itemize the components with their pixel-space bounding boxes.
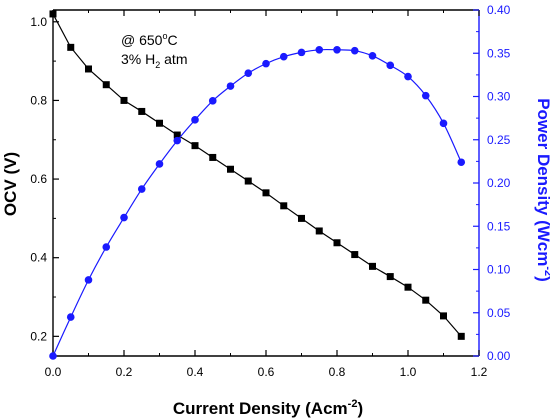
power-density-data-point [350, 46, 359, 55]
ocv-data-point [386, 273, 394, 281]
y-left-tick-label: 0.6 [30, 172, 47, 186]
y-left-tick-label: 1.0 [30, 15, 47, 29]
y-right-tick-label: 0.25 [487, 133, 511, 147]
power-density-data-point [421, 91, 430, 100]
ocv-data-point [404, 283, 412, 291]
x-tick-label: 0.6 [258, 365, 275, 379]
power-density-data-point [120, 213, 128, 222]
power-density-data-point [262, 59, 270, 68]
x-tick-label: 0.0 [45, 365, 62, 379]
ocv-data-point [333, 239, 341, 247]
ocv-data-point [369, 262, 376, 270]
y-right-tick-label: 0.40 [487, 3, 511, 17]
power-density-data-point [102, 243, 111, 251]
ocv-data-point [85, 65, 92, 73]
power-density-data-point [66, 313, 75, 321]
power-density-data-point [404, 72, 412, 81]
ocv-data-point [244, 177, 252, 185]
ocv-data-point [298, 214, 305, 222]
power-density-data-point [457, 158, 466, 167]
ocv-series-line [52, 13, 462, 337]
ocv-data-point [49, 10, 57, 18]
ocv-data-point [138, 107, 146, 115]
power-density-data-point [191, 116, 199, 124]
x-tick-label: 1.2 [471, 365, 488, 379]
y-left-tick-label: 0.4 [30, 251, 47, 265]
y-right-tick-label: 0.15 [487, 219, 511, 233]
y-right-tick-label: 0.05 [487, 306, 511, 320]
ocv-data-point [120, 96, 128, 104]
ocv-data-point [191, 142, 199, 150]
x-tick-label: 1.0 [400, 365, 417, 379]
y-right-tick-label: 0.10 [487, 263, 511, 277]
y-left-tick-label: 0.8 [30, 93, 47, 107]
ocv-data-point [457, 332, 465, 340]
y-right-axis-title: Power Density (Wcm-2) [534, 98, 550, 282]
x-tick-label: 0.2 [116, 365, 133, 379]
power-density-data-point [333, 45, 341, 54]
x-tick-label: 0.4 [187, 365, 204, 379]
y-right-tick-label: 0.35 [487, 46, 511, 60]
y-left-axis-title: OCV (V) [1, 152, 20, 216]
power-density-data-point [368, 52, 377, 60]
power-density-data-point [279, 52, 288, 61]
x-tick-label: 0.8 [329, 365, 346, 379]
y-left-tick-label: 0.2 [30, 329, 47, 343]
ocv-data-point [173, 131, 181, 139]
y-right-tick-label: 0.30 [487, 90, 511, 104]
power-density-data-point [315, 45, 324, 54]
x-axis-ticks: 0.0 0.2 0.4 0.6 0.8 1.0 1.2 [45, 10, 488, 379]
y-left-axis-ticks: 0.2 0.4 0.6 0.8 1.0 [30, 15, 59, 343]
y-right-tick-label: 0.00 [487, 349, 511, 363]
power-density-data-point [155, 160, 164, 168]
annotation-temperature: @ 650oC [121, 31, 178, 48]
power-density-data-point [208, 97, 217, 105]
ocv-data-point [262, 189, 270, 197]
power-density-data-point [84, 276, 93, 284]
power-density-data-point [297, 48, 306, 57]
power-density-data-point [226, 82, 235, 90]
power-density-data-point [173, 136, 182, 145]
x-axis-title: Current Density (Acm-2) [173, 398, 363, 418]
power-density-data-point [439, 119, 448, 128]
y-right-axis-ticks: 0.00 0.05 0.10 0.15 0.20 0.25 0.30 0.35 0.40 [473, 3, 511, 363]
ocv-data-point [156, 119, 163, 127]
ocv-data-point [102, 81, 110, 89]
power-density-data-point [137, 185, 146, 193]
ocv-data-point [422, 296, 430, 304]
ocv-data-point [67, 43, 75, 51]
y-right-tick-label: 0.20 [487, 176, 511, 190]
ocv-data-point [209, 153, 217, 161]
power-density-series-line [52, 48, 462, 357]
power-density-data-point [386, 61, 395, 70]
ocv-data-point [440, 312, 447, 320]
ocv-data-point [315, 227, 323, 235]
ocv-data-point [280, 202, 288, 210]
power-density-data-point [244, 69, 253, 77]
annotation-atmosphere: 3% H2 atm [121, 51, 187, 70]
ocv-data-point [227, 165, 234, 173]
series-layer [49, 10, 466, 360]
ocv-data-point [351, 251, 359, 259]
power-density-data-point [49, 352, 57, 360]
